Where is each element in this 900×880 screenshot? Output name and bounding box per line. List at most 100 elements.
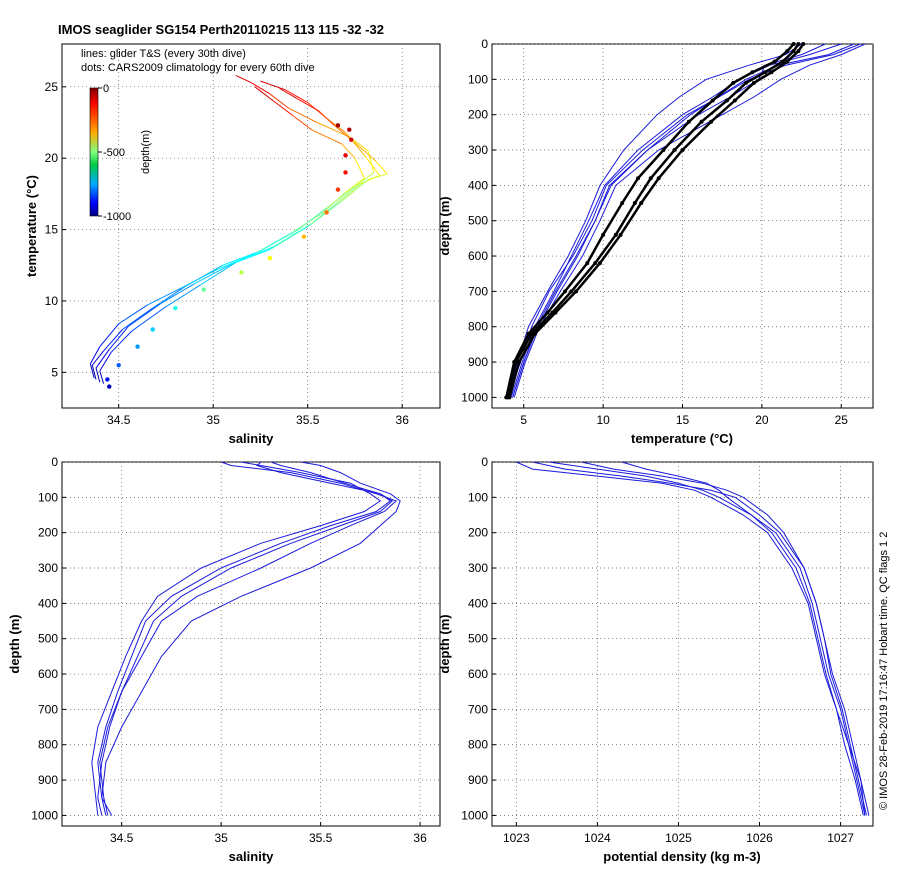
ts-series-0-segment	[250, 82, 271, 95]
temp-depth-ytick-label: 300	[468, 143, 488, 157]
ts-series-3-segment	[296, 97, 320, 112]
ts-tick-labels: 34.5 35 35.5 36 5 10 15 20 25	[45, 80, 410, 427]
ts-series-3-segment	[99, 352, 112, 372]
ts-climatology-dot	[107, 384, 112, 389]
timestamp-note: © IMOS 28-Feb-2019 17:16:47 Hobart time.…	[878, 532, 890, 810]
temp-depth-climatology-dot	[780, 59, 785, 64]
sal-depth-plot-frame	[61, 461, 441, 827]
ts-series-0-segment	[316, 122, 350, 138]
sal-depth-glider-lines	[91, 461, 401, 816]
temp-depth-climatology-dot	[545, 310, 550, 315]
temp-depth-climatology-dot	[601, 232, 606, 237]
temp-depth-climatology-dot	[661, 148, 666, 153]
temp-depth-xtick-label: 5	[520, 413, 527, 427]
sal-depth-profile-0	[97, 461, 392, 816]
temp-depth-climatology-dot	[785, 49, 790, 54]
temp-depth-climatology-dot	[516, 360, 521, 365]
temp-depth-xlabel: temperature (°C)	[631, 431, 733, 446]
ts-climatology-dot	[267, 255, 273, 261]
ts-series-2-segment	[89, 346, 101, 364]
ts-series-0-segment	[269, 93, 290, 109]
sal-depth-ytick-label: 100	[38, 490, 58, 504]
temp-depth-grid	[492, 43, 873, 408]
temp-depth-climatology-dot	[785, 59, 790, 64]
dens-depth-ytick-label: 900	[468, 773, 488, 787]
temp-depth-ytick-label: 0	[481, 37, 488, 51]
sal-depth-xlabel: salinity	[229, 849, 275, 864]
ts-series-3-segment	[352, 140, 377, 162]
ts-series-1-segment	[108, 326, 129, 350]
dens-depth-ytick-label: 0	[481, 455, 488, 469]
ts-series-2-segment	[341, 143, 356, 159]
ts-series-2-segment	[180, 269, 218, 289]
ts-series-2-segment	[216, 253, 255, 270]
ts-series-3-segment	[375, 160, 388, 175]
sal-depth-ytick-label: 200	[38, 526, 58, 540]
temp-depth-climatology-dot	[751, 80, 756, 85]
ts-climatology-dot	[324, 210, 329, 215]
temp-depth-climatology-dot	[504, 395, 509, 400]
ts-ytick-label: 5	[51, 365, 58, 379]
temp-depth-climatology-dot	[620, 201, 625, 206]
ts-series-3-segment	[279, 87, 297, 99]
ts-series-1-segment	[194, 263, 233, 285]
ts-series-0-segment	[91, 350, 104, 366]
ts-climatology-dot	[201, 287, 206, 292]
temp-depth-climatology-dot	[585, 261, 590, 266]
ts-series-2-segment	[322, 192, 346, 213]
sal-depth-ytick-label: 0	[51, 455, 58, 469]
sal-depth-tick-labels: 34.5 35 35.5 36 0 100 200 300 400 500 600 700 800 900…	[31, 455, 427, 845]
dens-depth-ytick-label: 100	[468, 490, 488, 504]
dens-depth-ytick-label: 500	[468, 632, 488, 646]
ts-diagram-panel: 34.5 35 35.5 36 5 10 15 20 25 salinity temperatu…	[24, 43, 441, 446]
dens-depth-xtick-label: 1027	[827, 831, 854, 845]
temp-depth-climatology-1	[505, 43, 795, 398]
ts-series-0-segment	[235, 74, 252, 83]
temp-depth-ytick-label: 900	[468, 355, 488, 369]
ts-xtick-label: 36	[396, 413, 410, 427]
temp-depth-climatology-dot	[593, 261, 598, 266]
ts-series-3-segment	[235, 246, 274, 263]
dens-depth-xlabel: potential density (kg m-3)	[603, 849, 760, 864]
sal-depth-ytick-label: 300	[38, 561, 58, 575]
ts-series-1-segment	[127, 303, 161, 328]
dens-depth-plot-frame	[491, 461, 874, 827]
ts-xtick-label: 34.5	[107, 413, 131, 427]
ts-series-3-segment	[131, 306, 167, 332]
dens-depth-ytick-label: 200	[468, 526, 488, 540]
temp-depth-climatology-dot	[791, 49, 796, 54]
dens-depth-tick-labels: 1023 1024 1025 1026 1027 0 100 200 300 400 500 600 7…	[461, 455, 854, 845]
temp-depth-climatology-dot	[656, 176, 661, 181]
temp-depth-climatology-dot	[526, 331, 531, 336]
ts-series-0-segment	[122, 307, 154, 330]
ts-series-1-segment	[95, 349, 110, 369]
temp-depth-climatology-dot	[791, 42, 796, 46]
ts-note-lines: lines: glider T&S (every 30th dive)	[81, 48, 246, 60]
temp-depth-climatology-dot	[724, 98, 729, 103]
ts-series-0-segment	[91, 365, 97, 380]
ts-ytick-label: 20	[45, 151, 59, 165]
sal-depth-ytick-label: 1000	[31, 808, 58, 822]
dens-depth-profile-4	[532, 461, 867, 816]
temp-depth-climatology-dot	[532, 331, 537, 336]
ts-climatology-dot	[347, 127, 352, 132]
dens-depth-ytick-label: 400	[468, 596, 488, 610]
ts-plot-frame	[61, 43, 441, 409]
temp-depth-climatology-dot	[731, 80, 736, 85]
ts-series-1-segment	[364, 155, 380, 176]
ts-climatology-dot	[116, 362, 121, 368]
temp-depth-climatology-dot	[769, 70, 774, 75]
dens-depth-ytick-label: 300	[468, 561, 488, 575]
temp-depth-climatology-dot	[512, 360, 517, 365]
temp-depth-climatology-dot	[672, 148, 677, 153]
temp-depth-profile-5	[512, 43, 855, 398]
ts-series-3-segment	[368, 173, 388, 181]
dens-depth-profile-3	[621, 461, 864, 816]
sal-depth-xtick-label: 35	[214, 831, 228, 845]
ts-series-2-segment	[99, 323, 120, 347]
ts-xlabel: salinity	[229, 431, 275, 446]
temp-depth-ylabel: depth (m)	[437, 196, 452, 255]
sal-depth-ytick-label: 500	[38, 632, 58, 646]
figure-title: IMOS seaglider SG154 Perth20110215 113 1…	[58, 22, 384, 37]
